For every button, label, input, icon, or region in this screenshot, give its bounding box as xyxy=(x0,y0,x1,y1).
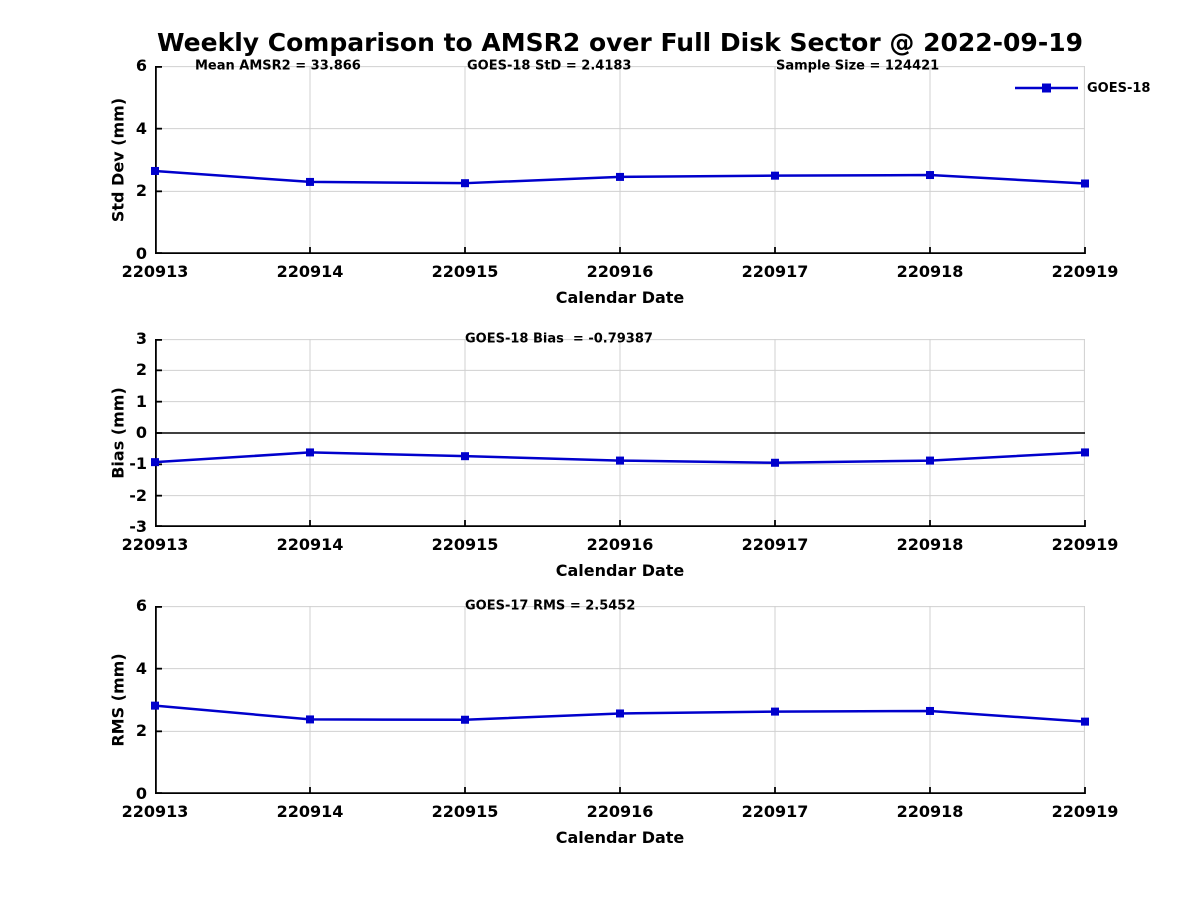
y-tick-label: 0 xyxy=(135,784,147,803)
legend-line-sample xyxy=(1015,83,1078,93)
data-point-marker xyxy=(461,715,469,724)
x-tick-label: 220917 xyxy=(741,262,809,281)
bias-panel-svg xyxy=(151,338,1089,528)
legend-marker-icon xyxy=(1042,83,1051,93)
data-point-marker xyxy=(771,171,779,180)
x-tick-label: 220919 xyxy=(1051,535,1119,554)
x-tick-label: 220919 xyxy=(1051,802,1119,821)
data-point-marker xyxy=(926,706,934,715)
data-point-marker xyxy=(616,456,624,465)
y-tick-label: 2 xyxy=(135,360,147,380)
x-tick-label: 220913 xyxy=(121,535,189,554)
data-point-marker xyxy=(151,701,159,710)
data-point-marker xyxy=(1081,717,1089,726)
y-tick-label: -1 xyxy=(129,454,147,474)
legend: GOES-18 xyxy=(1015,78,1150,98)
panel-annotation: GOES-18 StD = 2.4183 xyxy=(467,58,632,74)
y-tick-label: 1 xyxy=(135,391,147,411)
y-axis-label: RMS (mm) xyxy=(108,653,128,747)
panel-annotation: GOES-18 Bias = -0.79387 xyxy=(465,331,653,347)
panel-annotation: Sample Size = 124421 xyxy=(776,58,940,74)
y-tick-label: 0 xyxy=(135,244,147,263)
x-tick-label: 220915 xyxy=(431,802,499,821)
x-tick-label: 220919 xyxy=(1051,262,1119,281)
data-point-marker xyxy=(771,458,779,467)
x-tick-label: 220916 xyxy=(586,535,654,554)
x-tick-label: 220915 xyxy=(431,262,499,281)
y-tick-label: 4 xyxy=(135,118,147,138)
std-dev-panel-svg xyxy=(151,65,1089,255)
data-point-marker xyxy=(151,166,159,175)
x-tick-label: 220918 xyxy=(896,802,964,821)
legend-label: GOES-18 xyxy=(1087,80,1151,96)
x-tick-label: 220918 xyxy=(896,262,964,281)
y-axis-label: Std Dev (mm) xyxy=(108,97,128,223)
x-axis-label: Calendar Date xyxy=(555,561,685,580)
x-tick-label: 220917 xyxy=(741,535,809,554)
data-point-marker xyxy=(616,709,624,718)
y-tick-label: 0 xyxy=(135,423,147,442)
chart-title: Weekly Comparison to AMSR2 over Full Dis… xyxy=(156,28,1083,57)
data-point-marker xyxy=(151,458,159,467)
panel-annotation: GOES-17 RMS = 2.5452 xyxy=(465,598,636,614)
panel-annotation: Mean AMSR2 = 33.866 xyxy=(195,58,361,74)
y-tick-label: 6 xyxy=(135,56,147,75)
y-tick-label: 6 xyxy=(135,596,147,615)
data-point-marker xyxy=(1081,448,1089,457)
x-axis-label: Calendar Date xyxy=(555,828,685,847)
x-tick-label: 220914 xyxy=(276,262,344,281)
y-tick-label: 2 xyxy=(135,181,147,201)
data-point-marker xyxy=(306,715,314,724)
x-tick-label: 220916 xyxy=(586,262,654,281)
y-axis-label: Bias (mm) xyxy=(108,387,128,479)
x-tick-label: 220917 xyxy=(741,802,809,821)
x-tick-label: 220913 xyxy=(121,262,189,281)
data-point-marker xyxy=(461,452,469,461)
y-tick-label: -3 xyxy=(129,517,147,536)
data-point-marker xyxy=(926,456,934,465)
data-point-marker xyxy=(771,707,779,716)
x-tick-label: 220918 xyxy=(896,535,964,554)
x-axis-label: Calendar Date xyxy=(555,288,685,307)
x-tick-label: 220914 xyxy=(276,535,344,554)
x-tick-label: 220913 xyxy=(121,802,189,821)
data-point-marker xyxy=(926,171,934,180)
data-point-marker xyxy=(306,448,314,457)
data-point-marker xyxy=(306,177,314,186)
y-tick-label: 4 xyxy=(135,658,147,678)
data-point-marker xyxy=(616,172,624,181)
data-point-marker xyxy=(1081,179,1089,188)
y-tick-label: 2 xyxy=(135,721,147,741)
y-tick-label: 3 xyxy=(135,329,147,348)
x-tick-label: 220915 xyxy=(431,535,499,554)
data-point-marker xyxy=(461,179,469,188)
rms-panel-svg xyxy=(151,605,1089,795)
x-tick-label: 220916 xyxy=(586,802,654,821)
y-tick-label: -2 xyxy=(129,485,147,505)
x-tick-label: 220914 xyxy=(276,802,344,821)
